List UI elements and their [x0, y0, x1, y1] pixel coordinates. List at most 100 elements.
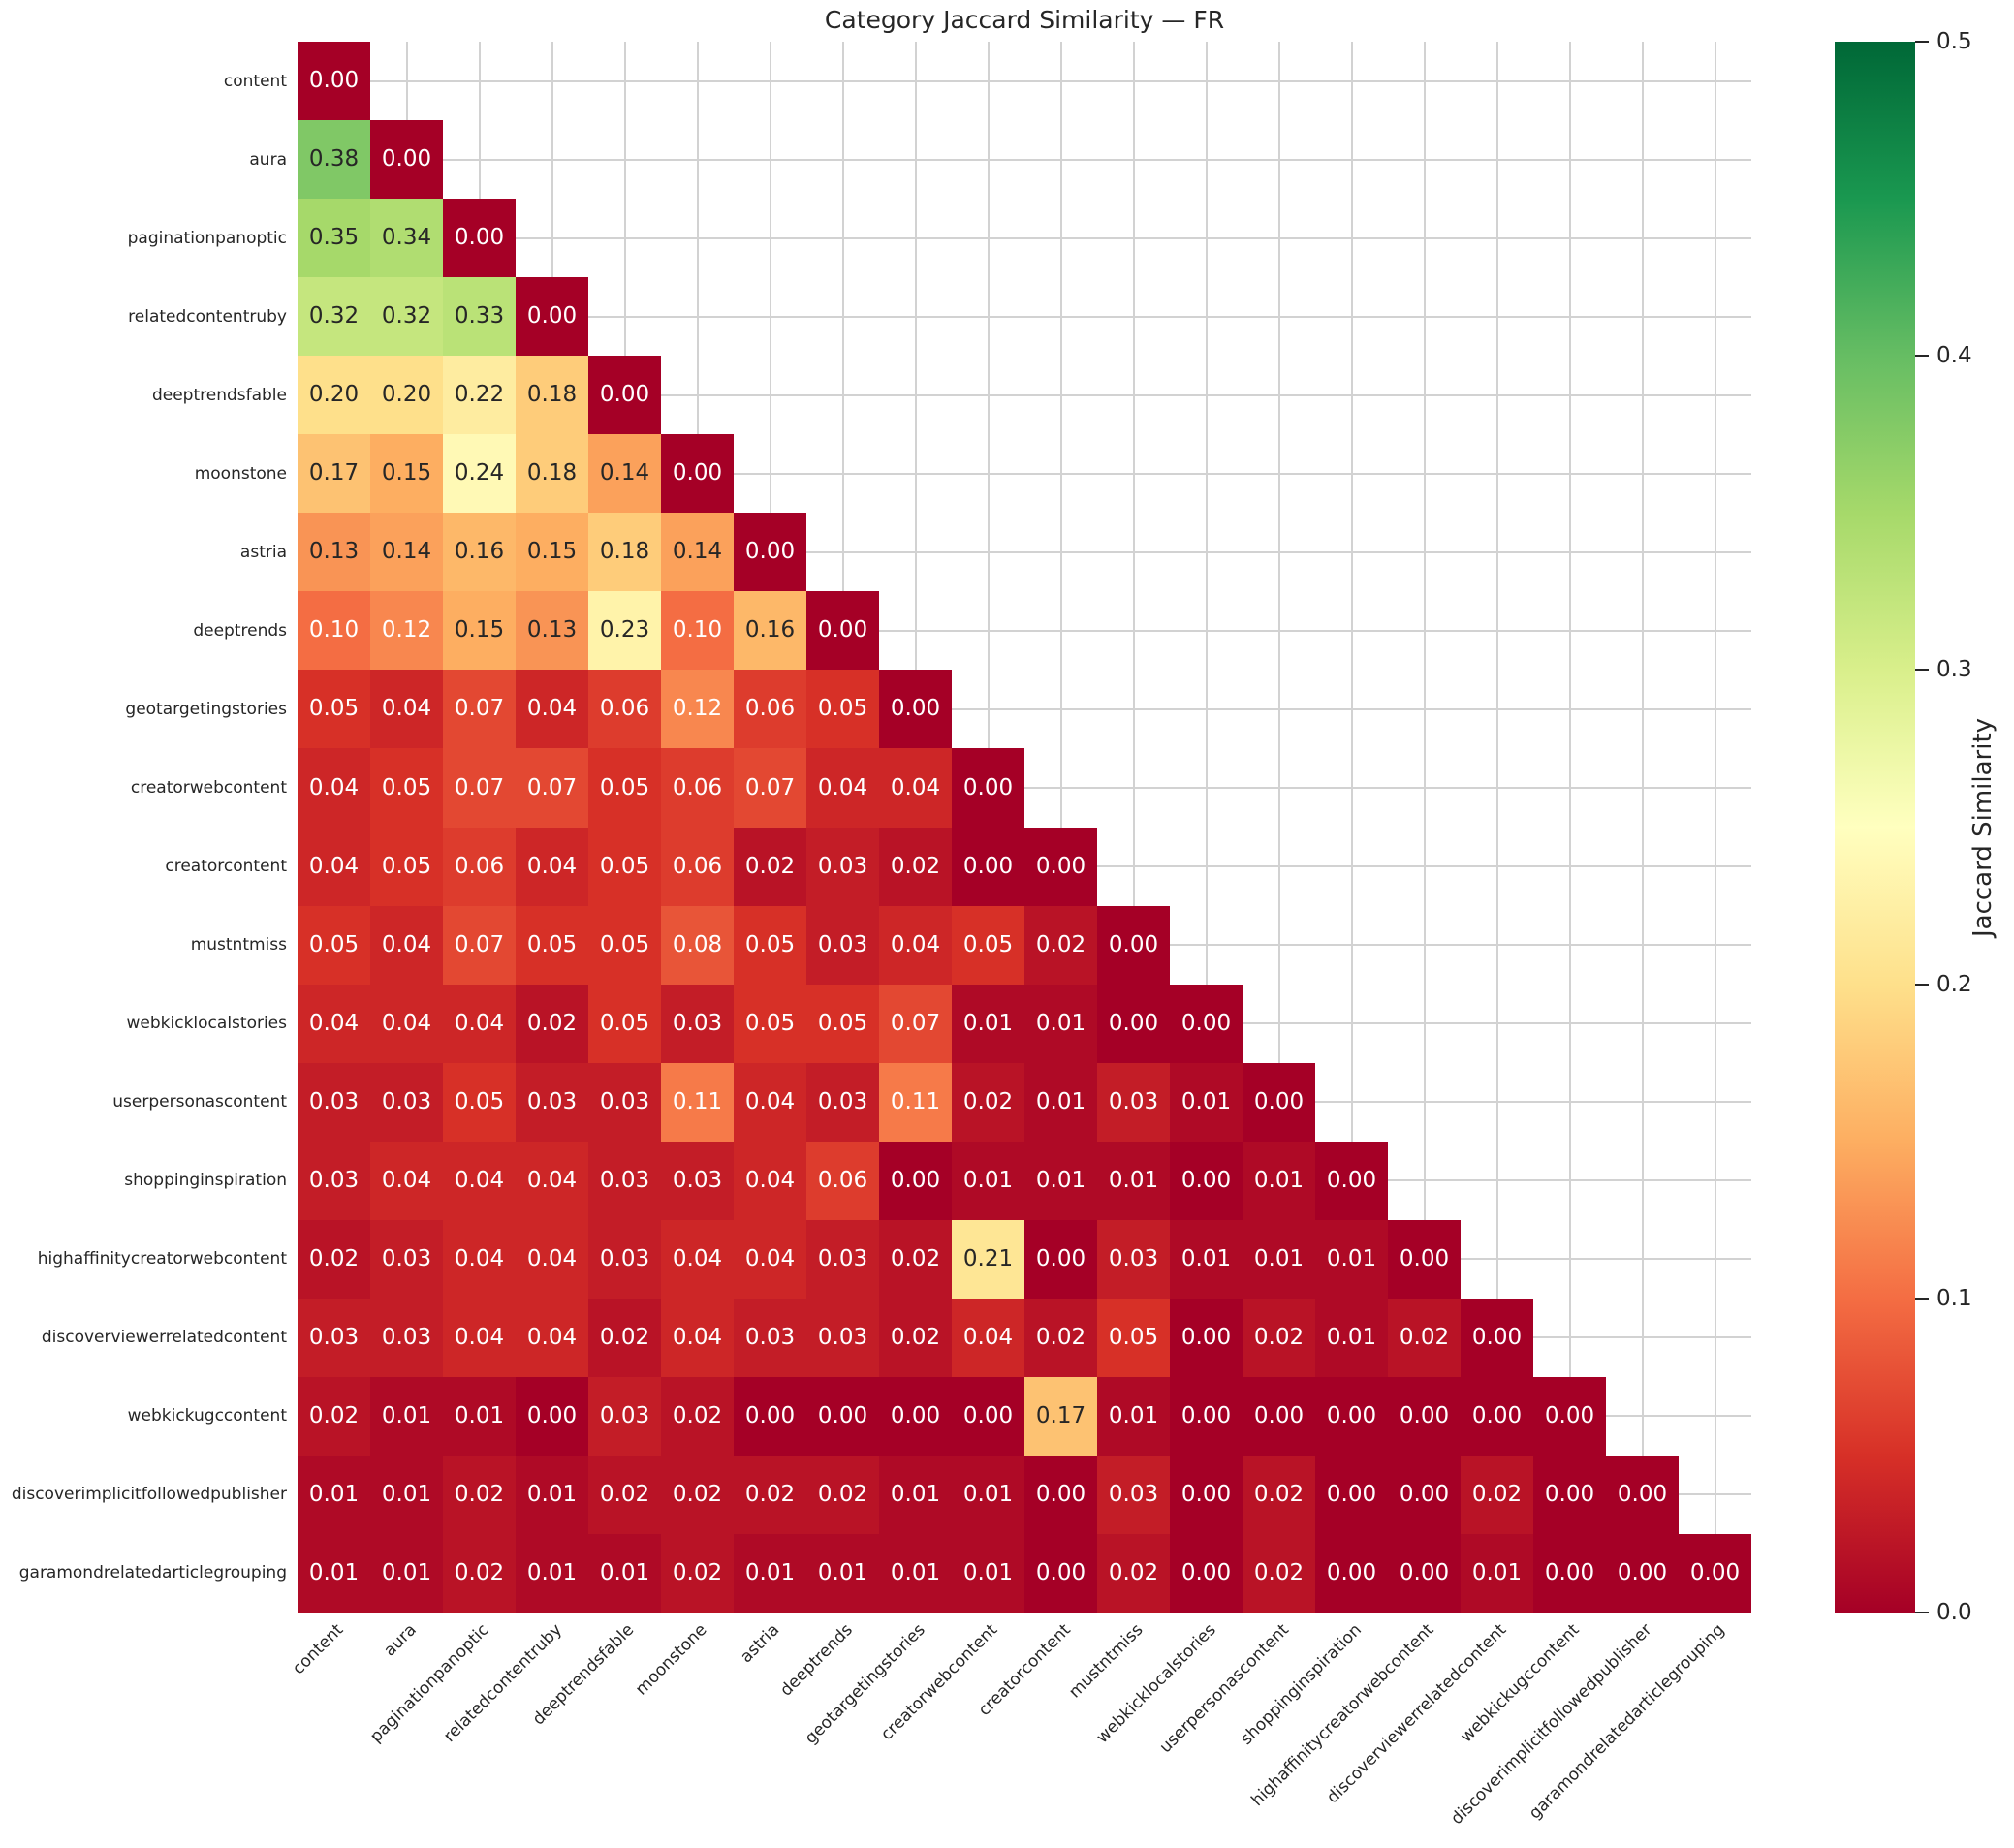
heatmap-cell: 0.00: [879, 1142, 952, 1220]
cell-annotation: 0.00: [744, 539, 796, 564]
heatmap-cell: 0.15: [443, 591, 516, 670]
cell-annotation: 0.05: [744, 1011, 796, 1036]
heatmap-cell: 0.04: [443, 1220, 516, 1299]
cell-annotation: 0.00: [1253, 1403, 1305, 1428]
heatmap-cell: 0.01: [370, 1456, 443, 1534]
heatmap-cell: 0.02: [734, 1456, 806, 1534]
cell-annotation: 0.03: [599, 1168, 650, 1193]
heatmap-cell: 0.02: [588, 1299, 661, 1377]
gridline-vertical: [1277, 42, 1280, 1613]
cell-annotation: 0.01: [890, 1560, 941, 1585]
cell-annotation: 0.05: [526, 932, 578, 957]
heatmap-cell: 0.00: [952, 748, 1024, 828]
heatmap-cell: 0.07: [879, 985, 952, 1063]
heatmap-cell: 0.00: [1315, 1377, 1388, 1456]
cell-annotation: 0.00: [1544, 1482, 1595, 1507]
x-tick-label: deeptrends: [776, 1620, 857, 1701]
heatmap-cell: 0.03: [1097, 1456, 1170, 1534]
heatmap-cell: 0.18: [588, 513, 661, 591]
cell-annotation: 0.00: [1035, 1246, 1086, 1271]
heatmap-cell: 0.01: [1024, 1142, 1097, 1220]
cell-annotation: 0.07: [454, 696, 505, 721]
heatmap-cell: 0.04: [734, 1063, 806, 1142]
cell-annotation: 0.05: [308, 932, 360, 957]
heatmap-cell: 0.01: [1243, 1142, 1315, 1220]
heatmap-cell: 0.00: [1243, 1377, 1315, 1456]
heatmap-cell: 0.07: [443, 670, 516, 748]
cell-annotation: 0.00: [1399, 1246, 1450, 1271]
y-tick-label: shoppinginspiration: [124, 1171, 287, 1191]
heatmap-cell: 0.05: [298, 906, 370, 985]
heatmap-cell: 0.01: [1170, 1063, 1243, 1142]
cell-annotation: 0.01: [381, 1560, 432, 1585]
cell-annotation: 0.00: [1180, 1560, 1232, 1585]
heatmap-cell: 0.07: [516, 748, 588, 828]
cell-annotation: 0.00: [1035, 1482, 1086, 1507]
heatmap-cell: 0.32: [298, 277, 370, 356]
heatmap-cell: 0.00: [952, 828, 1024, 906]
x-tick-label: moonstone: [632, 1620, 711, 1700]
heatmap-cell: 0.04: [516, 670, 588, 748]
cell-annotation: 0.00: [1035, 854, 1086, 879]
heatmap-cell: 0.23: [588, 591, 661, 670]
cell-annotation: 0.00: [308, 68, 360, 93]
cell-annotation: 0.02: [599, 1482, 650, 1507]
cell-annotation: 0.04: [381, 696, 432, 721]
cell-annotation: 0.04: [308, 1011, 360, 1036]
cell-annotation: 0.22: [454, 382, 505, 407]
cell-annotation: 0.00: [744, 1403, 796, 1428]
y-tick-label: creatorwebcontent: [130, 777, 287, 798]
heatmap-cell: 0.07: [443, 906, 516, 985]
cell-annotation: 0.32: [381, 303, 432, 329]
cell-annotation: 0.03: [599, 1403, 650, 1428]
heatmap-cell: 0.05: [734, 985, 806, 1063]
cell-annotation: 0.01: [454, 1403, 505, 1428]
cell-annotation: 0.03: [599, 1089, 650, 1114]
heatmap-cell: 0.38: [298, 120, 370, 199]
heatmap-cell: 0.06: [588, 670, 661, 748]
heatmap-cell: 0.01: [879, 1534, 952, 1613]
heatmap-cell: 0.02: [879, 1220, 952, 1299]
heatmap-cell: 0.22: [443, 356, 516, 434]
heatmap-cell: 0.00: [879, 1377, 952, 1456]
cell-annotation: 0.01: [890, 1482, 941, 1507]
heatmap-cell: 0.03: [1097, 1220, 1170, 1299]
heatmap-cell: 0.03: [516, 1063, 588, 1142]
heatmap-cell: 0.04: [734, 1220, 806, 1299]
heatmap-cell: 0.00: [1606, 1534, 1679, 1613]
cell-annotation: 0.00: [526, 1403, 578, 1428]
heatmap-cell: 0.03: [734, 1299, 806, 1377]
cell-annotation: 0.00: [1180, 1482, 1232, 1507]
heatmap-cell: 0.04: [661, 1299, 734, 1377]
cell-annotation: 0.32: [308, 303, 360, 329]
cell-annotation: 0.02: [744, 854, 796, 879]
cell-annotation: 0.00: [890, 1403, 941, 1428]
cell-annotation: 0.01: [962, 1011, 1014, 1036]
gridline-horizontal: [298, 315, 1751, 318]
colorbar-tick: [1915, 1297, 1929, 1300]
cell-annotation: 0.00: [962, 1403, 1014, 1428]
cell-annotation: 0.00: [1180, 1403, 1232, 1428]
cell-annotation: 0.02: [454, 1560, 505, 1585]
cell-annotation: 0.02: [890, 854, 941, 879]
heatmap-cell: 0.03: [1097, 1063, 1170, 1142]
cell-annotation: 0.02: [672, 1482, 723, 1507]
colorbar-tick-label: 0.3: [1936, 657, 1972, 683]
heatmap-cell: 0.17: [298, 434, 370, 513]
y-tick-label: paginationpanoptic: [127, 228, 287, 248]
cell-annotation: 0.05: [599, 774, 650, 800]
heatmap-cell: 0.05: [806, 670, 879, 748]
cell-annotation: 0.06: [744, 696, 796, 721]
cell-annotation: 0.07: [454, 774, 505, 800]
heatmap-cell: 0.00: [806, 591, 879, 670]
heatmap-cell: 0.04: [516, 1142, 588, 1220]
cell-annotation: 0.01: [1253, 1168, 1305, 1193]
cell-annotation: 0.02: [1035, 932, 1086, 957]
heatmap-cell: 0.03: [806, 828, 879, 906]
y-tick-label: astria: [239, 542, 287, 562]
heatmap-cell: 0.00: [806, 1377, 879, 1456]
heatmap-cell: 0.02: [734, 828, 806, 906]
cell-annotation: 0.17: [1035, 1403, 1086, 1428]
heatmap-cell: 0.00: [1315, 1534, 1388, 1613]
heatmap-cell: 0.00: [370, 120, 443, 199]
